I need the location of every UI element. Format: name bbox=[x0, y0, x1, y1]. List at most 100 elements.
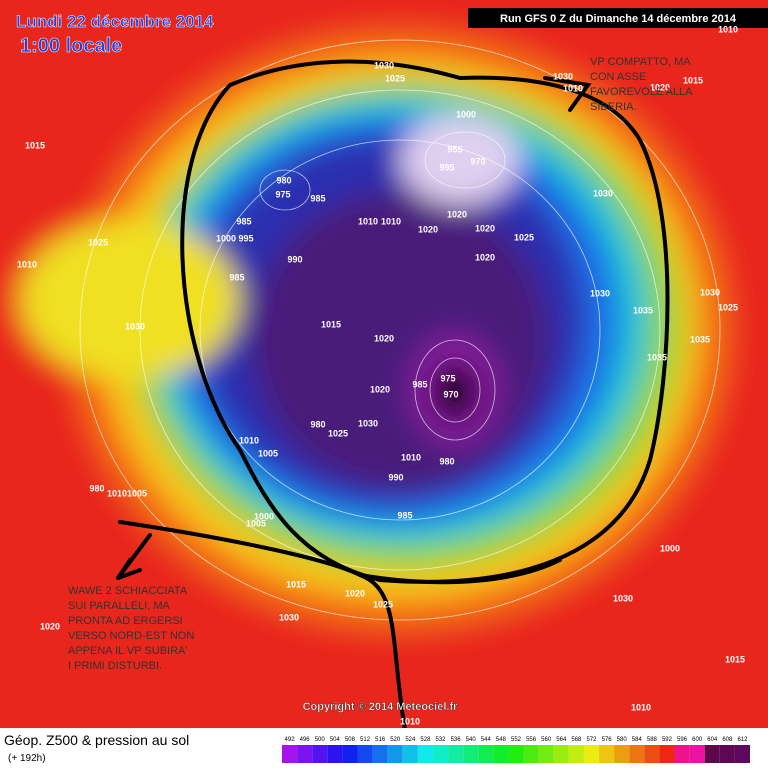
annotation-line: I PRIMI DISTURBI. bbox=[68, 660, 162, 672]
scale-label: 532 bbox=[436, 737, 447, 743]
scale-label: 508 bbox=[345, 737, 356, 743]
scale-swatch bbox=[659, 745, 675, 763]
run-title: Run GFS 0 Z du Dimanche 14 décembre 2014 bbox=[500, 13, 737, 25]
pressure-label: 1030 bbox=[374, 60, 394, 70]
copyright: Copyright © 2014 Meteociel.fr bbox=[303, 701, 459, 713]
pressure-label: 1015 bbox=[321, 319, 341, 329]
scale-swatch bbox=[523, 745, 539, 763]
pressure-label: 1010 bbox=[631, 702, 651, 712]
annotation-line: SUI PARALLELI, MA bbox=[68, 600, 171, 612]
scale-swatch bbox=[282, 745, 298, 763]
pressure-label: 985 bbox=[229, 272, 244, 282]
scale-label: 612 bbox=[737, 737, 748, 743]
pressure-label: 970 bbox=[443, 389, 458, 399]
scale-label: 576 bbox=[602, 737, 613, 743]
scale-swatch bbox=[508, 745, 524, 763]
date: Lundi 22 décembre 2014 bbox=[16, 12, 214, 31]
scale-label: 604 bbox=[707, 737, 718, 743]
scale-swatch bbox=[342, 745, 358, 763]
pressure-label: 980 bbox=[276, 175, 291, 185]
scale-swatch bbox=[372, 745, 388, 763]
local-time: 1:00 locale bbox=[20, 35, 122, 57]
pressure-label: 1010 bbox=[107, 488, 127, 498]
scale-label: 516 bbox=[375, 737, 386, 743]
scale-label: 556 bbox=[526, 737, 537, 743]
footer-subtitle: (+ 192h) bbox=[8, 753, 46, 764]
pressure-label: 1010 bbox=[401, 452, 421, 462]
pressure-label: 1025 bbox=[328, 428, 348, 438]
annotation-line: SIBERIA. bbox=[590, 101, 636, 113]
scale-label: 592 bbox=[662, 737, 673, 743]
scale-swatch bbox=[614, 745, 630, 763]
pressure-label: 975 bbox=[275, 189, 290, 199]
pressure-label: 1010 bbox=[563, 83, 583, 93]
pressure-label: 1010 bbox=[381, 216, 401, 226]
annotations: VP COMPATTO, MA CON ASSE FAVOREVOLE ALLA SI… bbox=[68, 56, 693, 672]
pressure-label: 1020 bbox=[345, 588, 365, 598]
scale-swatch bbox=[553, 745, 569, 763]
scale-label: 608 bbox=[722, 737, 733, 743]
pressure-label: 1035 bbox=[633, 305, 653, 315]
pressure-label: 985 bbox=[397, 510, 412, 520]
pressure-label: 1035 bbox=[690, 334, 710, 344]
annotation-line: VERSO NORD-EST NON bbox=[68, 630, 194, 642]
pressure-label: 980 bbox=[89, 483, 104, 493]
scale-swatch bbox=[644, 745, 660, 763]
scale-swatch bbox=[448, 745, 464, 763]
scale-label: 568 bbox=[571, 737, 582, 743]
pressure-label: 985 bbox=[412, 379, 427, 389]
pressure-label: 1020 bbox=[475, 223, 495, 233]
pressure-label: 1020 bbox=[418, 224, 438, 234]
pressure-label: 1000 bbox=[216, 233, 236, 243]
scale-swatch bbox=[463, 745, 479, 763]
scale-label: 528 bbox=[420, 737, 431, 743]
pressure-label: 1010 bbox=[400, 716, 420, 726]
scale-label: 588 bbox=[647, 737, 658, 743]
scale-label: 584 bbox=[632, 737, 643, 743]
pressure-label: 1010 bbox=[17, 259, 37, 269]
pressure-label: 1020 bbox=[374, 333, 394, 343]
scale-swatch bbox=[297, 745, 313, 763]
pressure-label: 1020 bbox=[475, 252, 495, 262]
pressure-label: 1025 bbox=[718, 302, 738, 312]
pressure-label: 1025 bbox=[385, 73, 405, 83]
pressure-label: 1030 bbox=[279, 612, 299, 622]
scale-swatch bbox=[629, 745, 645, 763]
scale-swatch bbox=[568, 745, 584, 763]
pressure-label: 985 bbox=[310, 193, 325, 203]
pressure-label: 1000 bbox=[660, 543, 680, 553]
scale-swatch bbox=[417, 745, 433, 763]
scale-swatch bbox=[327, 745, 343, 763]
pressure-label: 1025 bbox=[88, 237, 108, 247]
scale-label: 520 bbox=[390, 737, 401, 743]
scale-label: 504 bbox=[330, 737, 341, 743]
pressure-label: 1025 bbox=[514, 232, 534, 242]
scale-label: 524 bbox=[405, 737, 416, 743]
pressure-label: 970 bbox=[470, 156, 485, 166]
scale-swatch bbox=[704, 745, 720, 763]
pressure-label: 955 bbox=[447, 144, 462, 154]
scale-label: 492 bbox=[285, 737, 296, 743]
pressure-label: 1025 bbox=[373, 599, 393, 609]
pressure-label: 1005 bbox=[258, 448, 278, 458]
scale-label: 512 bbox=[360, 737, 371, 743]
pressure-label: 985 bbox=[236, 216, 251, 226]
pressure-label: 1020 bbox=[447, 209, 467, 219]
pressure-label: 1030 bbox=[593, 188, 613, 198]
pressure-label: 1030 bbox=[553, 71, 573, 81]
scale-label: 496 bbox=[300, 737, 311, 743]
pressure-label: 1020 bbox=[370, 384, 390, 394]
pressure-label: 1010 bbox=[718, 24, 738, 34]
pressure-label: 1030 bbox=[613, 593, 633, 603]
scale-swatch bbox=[599, 745, 615, 763]
pressure-label: 1010 bbox=[239, 435, 259, 445]
scale-label: 536 bbox=[451, 737, 462, 743]
annotation-line: FAVOREVOLE ALLA bbox=[590, 86, 693, 98]
scale-swatch bbox=[402, 745, 418, 763]
pressure-label: 1005 bbox=[127, 488, 147, 498]
scale-swatch bbox=[357, 745, 373, 763]
pressure-label: 1000 bbox=[254, 511, 274, 521]
title-box: Run GFS 0 Z du Dimanche 14 décembre 2014 bbox=[468, 8, 768, 28]
scale-swatch bbox=[387, 745, 403, 763]
pressure-label: 1030 bbox=[590, 288, 610, 298]
